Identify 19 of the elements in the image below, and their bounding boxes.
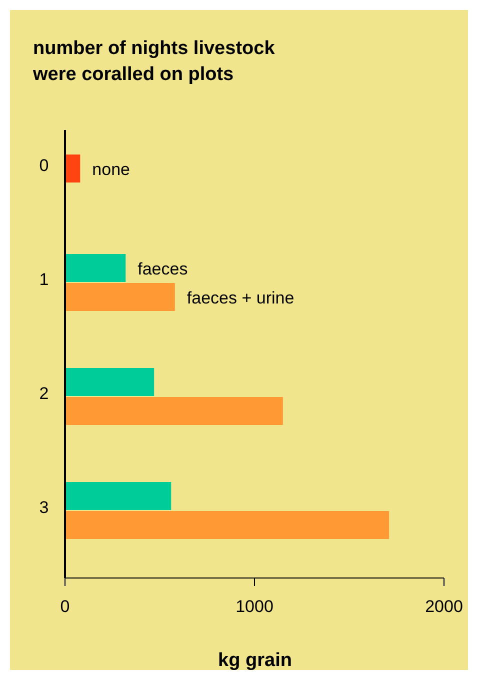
bar: [65, 254, 126, 282]
x-axis-title: kg grain: [218, 650, 292, 671]
x-tick-label: 1000: [236, 597, 274, 616]
y-tick-label: 3: [39, 498, 49, 517]
y-tick-label: 2: [39, 384, 49, 403]
bar: [65, 283, 175, 311]
y-tick-label: 0: [39, 156, 49, 175]
y-tick-label: 1: [39, 270, 49, 289]
bar: [65, 511, 390, 539]
chart-title: number of nights livestock were coralled on plots: [32, 38, 276, 85]
series-label: faeces: [138, 260, 188, 278]
x-tick-label: 0: [60, 597, 70, 616]
bar: [65, 397, 283, 425]
bar: [65, 154, 80, 182]
x-tick-label: 2000: [425, 597, 463, 616]
series-label: none: [92, 160, 130, 179]
series-label: faeces + urine: [186, 288, 294, 308]
bar: [65, 482, 172, 510]
bar: [65, 368, 154, 396]
